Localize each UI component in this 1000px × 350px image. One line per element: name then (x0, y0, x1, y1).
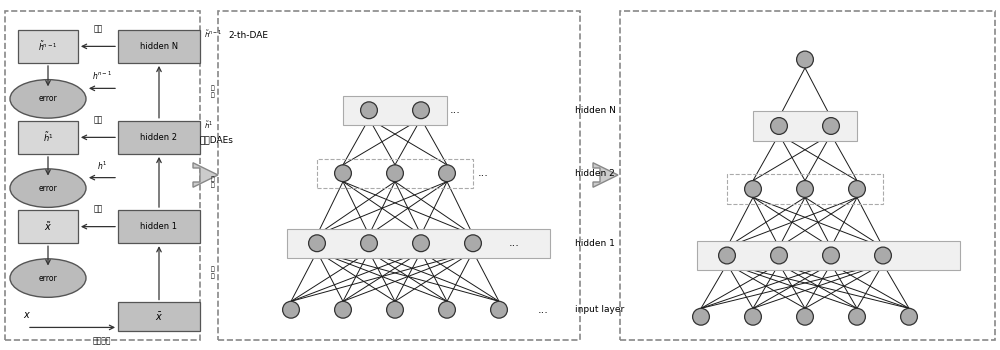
Ellipse shape (823, 247, 839, 264)
Ellipse shape (491, 301, 507, 318)
Text: $h^{n-1}$: $h^{n-1}$ (92, 70, 112, 82)
Bar (118, 302, 200, 331)
Text: ...: ... (509, 238, 520, 248)
Text: $\tilde{h}^{n-1}$: $\tilde{h}^{n-1}$ (38, 40, 58, 53)
Bar (727, 174, 883, 204)
Text: $\bar{x}$: $\bar{x}$ (155, 310, 163, 323)
Text: $h^{1}$: $h^{1}$ (97, 159, 107, 172)
Text: hidden N: hidden N (140, 42, 178, 51)
Text: $\tilde{x}$: $\tilde{x}$ (44, 220, 52, 233)
Ellipse shape (693, 308, 709, 325)
Text: hidden N: hidden N (575, 106, 616, 115)
Ellipse shape (439, 165, 455, 182)
Text: ...: ... (538, 305, 549, 315)
Ellipse shape (875, 247, 891, 264)
Text: 2-th-DAE: 2-th-DAE (228, 30, 268, 40)
Bar (697, 241, 960, 270)
Bar (18, 30, 78, 63)
Bar (218, 10, 580, 340)
Ellipse shape (771, 118, 787, 134)
Text: hidden 2: hidden 2 (140, 133, 178, 142)
Text: 编
码: 编 码 (211, 176, 215, 188)
Text: ...: ... (449, 105, 460, 115)
Bar (18, 210, 78, 243)
Ellipse shape (439, 301, 455, 318)
Text: ...: ... (478, 168, 489, 178)
Text: error: error (39, 184, 57, 192)
Ellipse shape (849, 308, 865, 325)
Text: 随机污染: 随机污染 (93, 337, 111, 346)
Bar (753, 111, 857, 141)
Ellipse shape (361, 235, 377, 252)
Text: 解码: 解码 (93, 116, 103, 124)
Ellipse shape (387, 301, 403, 318)
Ellipse shape (465, 235, 481, 252)
Ellipse shape (309, 235, 325, 252)
Ellipse shape (10, 169, 86, 207)
Text: $\tilde{h}^{1}$: $\tilde{h}^{1}$ (204, 119, 213, 131)
Bar (620, 10, 995, 340)
Text: $\tilde{h}^{n-1}$: $\tilde{h}^{n-1}$ (204, 28, 222, 40)
Ellipse shape (387, 165, 403, 182)
Text: 堆叠DAEs: 堆叠DAEs (200, 135, 234, 145)
Ellipse shape (745, 308, 761, 325)
Bar (118, 30, 200, 63)
Ellipse shape (335, 165, 351, 182)
Bar (5, 10, 200, 340)
Bar (343, 96, 447, 125)
Text: hidden 2: hidden 2 (575, 169, 615, 178)
Text: input layer: input layer (575, 305, 624, 314)
Text: hidden 1: hidden 1 (140, 222, 178, 231)
Ellipse shape (797, 51, 813, 68)
Ellipse shape (797, 308, 813, 325)
Text: error: error (39, 94, 57, 103)
Text: $\tilde{h}^{1}$: $\tilde{h}^{1}$ (43, 131, 53, 144)
Polygon shape (593, 163, 618, 187)
Polygon shape (193, 163, 218, 187)
Ellipse shape (719, 247, 735, 264)
Text: 解码: 解码 (93, 205, 103, 214)
Ellipse shape (901, 308, 917, 325)
Ellipse shape (849, 181, 865, 197)
Ellipse shape (10, 80, 86, 118)
Text: 编
码: 编 码 (211, 267, 215, 279)
Ellipse shape (10, 259, 86, 298)
Bar (287, 229, 550, 258)
Text: 解码: 解码 (93, 25, 103, 33)
Text: hidden 1: hidden 1 (575, 239, 615, 248)
Ellipse shape (771, 247, 787, 264)
Text: 编
码: 编 码 (211, 86, 215, 98)
Bar (118, 121, 200, 154)
Bar (317, 159, 473, 188)
Ellipse shape (283, 301, 299, 318)
Text: $x$: $x$ (23, 310, 31, 320)
Ellipse shape (413, 235, 429, 252)
Ellipse shape (745, 181, 761, 197)
Ellipse shape (361, 102, 377, 119)
Bar (118, 210, 200, 243)
Ellipse shape (335, 301, 351, 318)
Ellipse shape (413, 102, 429, 119)
Ellipse shape (823, 118, 839, 134)
Ellipse shape (797, 181, 813, 197)
Bar (18, 121, 78, 154)
Text: error: error (39, 274, 57, 282)
